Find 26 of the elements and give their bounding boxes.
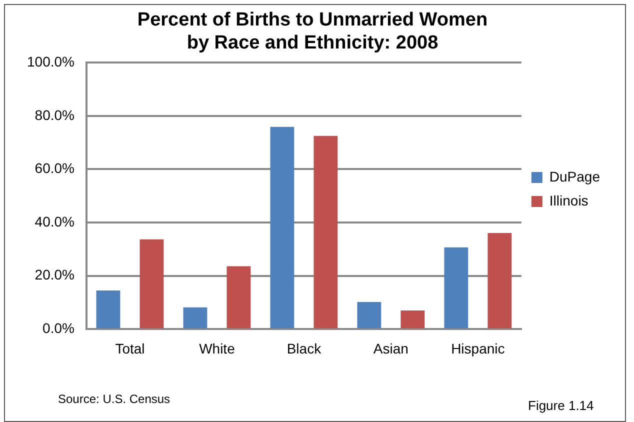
y-tick-label: 100.0% [27,53,74,70]
chart-title: Percent of Births to Unmarried Women by Race and Ethnicity: 2008 [137,10,488,54]
legend-label: Illinois [549,192,588,208]
y-tick-label: 0.0% [42,320,74,336]
bar [357,302,382,328]
x-tick-label: White [199,340,236,356]
x-tick-label: Black [286,340,322,356]
bar [226,266,251,328]
x-tick-label: Asian [373,340,408,356]
bar [314,136,338,328]
bar [444,247,468,328]
bar [183,307,208,328]
source-note: Source: U.S. Census [58,392,170,406]
y-tick-label: 60.0% [34,160,74,176]
bar [270,126,294,328]
bar [96,290,120,328]
y-tick-label: 20.0% [34,266,74,283]
x-tick-label: Hispanic [451,340,505,356]
bar [140,239,164,328]
y-tick-label: 40.0% [34,213,74,230]
caption: Figure 1.14 [528,398,594,413]
x-tick-label: Total [115,340,145,356]
bar [488,232,512,328]
bar [400,310,425,328]
legend-label: DuPage [549,168,600,184]
y-tick-label: 80.0% [34,106,74,123]
